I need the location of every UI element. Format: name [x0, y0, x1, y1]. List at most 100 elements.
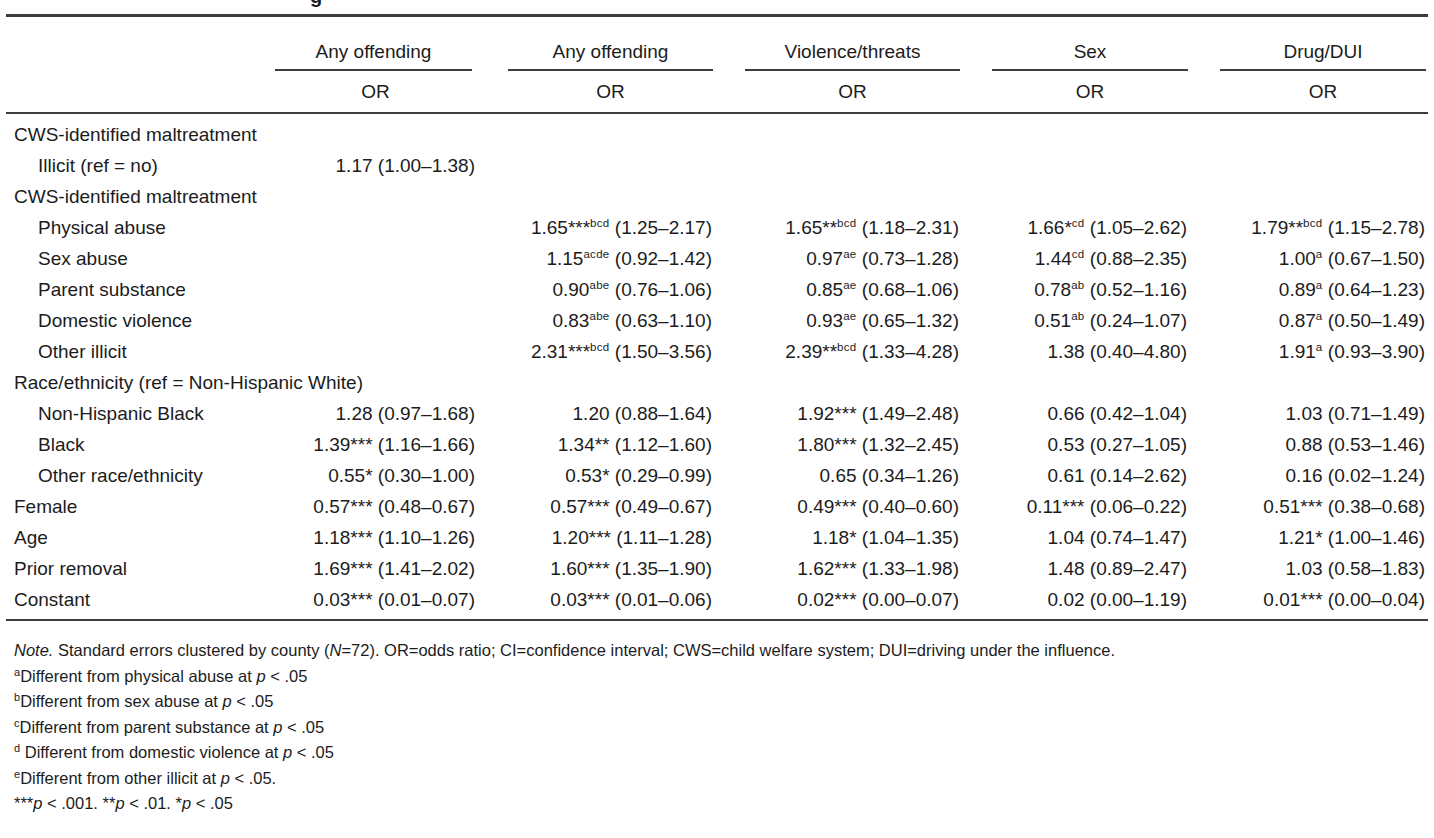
p-italic: p [221, 769, 230, 787]
or-ci-cell: 0.66 (0.42–1.04) [962, 398, 1190, 429]
or-ci-cell: 1.62*** (1.33–1.98) [715, 553, 962, 584]
or-ci-cell [1190, 150, 1428, 181]
significance-superscript: ae [843, 278, 856, 290]
or-ci-cell: 0.01*** (0.00–0.04) [1190, 584, 1428, 620]
clipped-title-text: g [310, 0, 322, 8]
or-ci-cell: 0.88 (0.53–1.46) [1190, 429, 1428, 460]
or-ci-cell [478, 367, 715, 398]
p-italic: p [182, 794, 191, 812]
significance-superscript: bcd [837, 216, 856, 228]
or-subheader: OR [273, 71, 478, 113]
p-italic: p [283, 743, 292, 761]
or-ci-cell: 1.91a (0.93–3.90) [1190, 336, 1428, 367]
column-group-label: Any offending [316, 41, 432, 62]
row-label: Black [6, 429, 273, 460]
or-ci-cell [273, 243, 478, 274]
footnote-marker: b [14, 691, 20, 703]
or-ci-cell: 1.44cd (0.88–2.35) [962, 243, 1190, 274]
or-ci-cell [273, 274, 478, 305]
or-ci-cell: 0.61 (0.14–2.62) [962, 460, 1190, 491]
or-ci-cell: 0.57*** (0.49–0.67) [478, 491, 715, 522]
table-row: Black1.39*** (1.16–1.66)1.34** (1.12–1.6… [6, 429, 1428, 460]
or-ci-cell: 1.92*** (1.49–2.48) [715, 398, 962, 429]
significance-superscript: bcd [590, 340, 609, 352]
or-ci-cell: 0.55* (0.30–1.00) [273, 460, 478, 491]
or-ci-cell [1190, 113, 1428, 150]
or-ci-cell: 0.51*** (0.38–0.68) [1190, 491, 1428, 522]
or-ci-cell [273, 305, 478, 336]
footnote: aDifferent from physical abuse at p < .0… [14, 664, 1115, 690]
or-ci-cell: 0.03*** (0.01–0.06) [478, 584, 715, 620]
or-ci-cell: 1.79**bcd (1.15–2.78) [1190, 212, 1428, 243]
column-group-rule: Any offending [508, 41, 713, 71]
header-sub-row: OROROROROR [6, 71, 1428, 113]
journal-table-page: g Any offending Any offending Violence/thr… [0, 0, 1434, 838]
or-ci-cell: 0.53 (0.27–1.05) [962, 429, 1190, 460]
table-row: Female0.57*** (0.48–0.67)0.57*** (0.49–0… [6, 491, 1428, 522]
or-ci-cell: 0.11*** (0.06–0.22) [962, 491, 1190, 522]
row-label: CWS-identified maltreatment [6, 113, 273, 150]
or-ci-cell: 0.02*** (0.00–0.07) [715, 584, 962, 620]
or-ci-cell: 1.00a (0.67–1.50) [1190, 243, 1428, 274]
row-label: Race/ethnicity (ref = Non-Hispanic White… [6, 367, 273, 398]
or-ci-cell [715, 150, 962, 181]
row-label: Prior removal [6, 553, 273, 584]
or-ci-cell: 2.39**bcd (1.33–4.28) [715, 336, 962, 367]
or-ci-cell: 0.49*** (0.40–0.60) [715, 491, 962, 522]
or-ci-cell [962, 113, 1190, 150]
significance-superscript: bcd [837, 340, 856, 352]
table-notes: Note. Standard errors clustered by count… [14, 638, 1115, 817]
or-ci-cell [273, 212, 478, 243]
or-ci-cell [962, 367, 1190, 398]
corner-cell [6, 71, 273, 113]
table-row: Sex abuse1.15acde (0.92–1.42)0.97ae (0.7… [6, 243, 1428, 274]
footnote-marker: c [14, 716, 20, 728]
column-group-header: Violence/threats [715, 16, 962, 72]
or-ci-cell [1190, 181, 1428, 212]
footnote-marker: d [14, 742, 20, 754]
or-ci-cell: 1.03 (0.58–1.83) [1190, 553, 1428, 584]
or-ci-cell: 1.80*** (1.32–2.45) [715, 429, 962, 460]
table-row: Race/ethnicity (ref = Non-Hispanic White… [6, 367, 1428, 398]
regression-results-table: Any offending Any offending Violence/threa… [6, 14, 1428, 621]
or-ci-cell: 1.15acde (0.92–1.42) [478, 243, 715, 274]
row-label: Illicit (ref = no) [6, 150, 273, 181]
or-ci-cell: 0.53* (0.29–0.99) [478, 460, 715, 491]
or-subheader: OR [962, 71, 1190, 113]
p-italic: p [223, 692, 232, 710]
note-text: Note. [14, 641, 53, 659]
column-group-label: Any offending [553, 41, 669, 62]
or-ci-cell [478, 181, 715, 212]
or-ci-cell [478, 113, 715, 150]
table-row: Prior removal1.69*** (1.41–2.02)1.60*** … [6, 553, 1428, 584]
significance-superscript: ae [843, 309, 856, 321]
significance-note: ***p < .001. **p < .01. *p < .05 [14, 791, 1115, 817]
or-ci-cell: 1.39*** (1.16–1.66) [273, 429, 478, 460]
or-ci-cell: 0.16 (0.02–1.24) [1190, 460, 1428, 491]
row-label: Domestic violence [6, 305, 273, 336]
or-ci-cell [478, 150, 715, 181]
table-row: Parent substance0.90abe (0.76–1.06)0.85a… [6, 274, 1428, 305]
row-label: Constant [6, 584, 273, 620]
row-label: Age [6, 522, 273, 553]
significance-superscript: ae [843, 247, 856, 259]
or-ci-cell: 0.51ab (0.24–1.07) [962, 305, 1190, 336]
table-row: CWS-identified maltreatment [6, 181, 1428, 212]
or-ci-cell [715, 181, 962, 212]
or-ci-cell: 1.69*** (1.41–2.02) [273, 553, 478, 584]
column-group-rule: Drug/DUI [1220, 41, 1426, 71]
or-ci-cell [962, 150, 1190, 181]
column-group-header: Sex [962, 16, 1190, 72]
or-ci-cell: 1.48 (0.89–2.47) [962, 553, 1190, 584]
note-text: Standard errors clustered by county ( [53, 641, 329, 659]
or-ci-cell: 0.03*** (0.01–0.07) [273, 584, 478, 620]
significance-superscript: a [1316, 278, 1323, 290]
or-ci-cell: 1.34** (1.12–1.60) [478, 429, 715, 460]
significance-superscript: abe [589, 278, 609, 290]
or-ci-cell: 1.20 (0.88–1.64) [478, 398, 715, 429]
row-label: Other race/ethnicity [6, 460, 273, 491]
or-ci-cell: 1.65***bcd (1.25–2.17) [478, 212, 715, 243]
table-row: Other race/ethnicity0.55* (0.30–1.00)0.5… [6, 460, 1428, 491]
column-group-label: Drug/DUI [1283, 41, 1362, 62]
or-ci-cell: 0.85ae (0.68–1.06) [715, 274, 962, 305]
